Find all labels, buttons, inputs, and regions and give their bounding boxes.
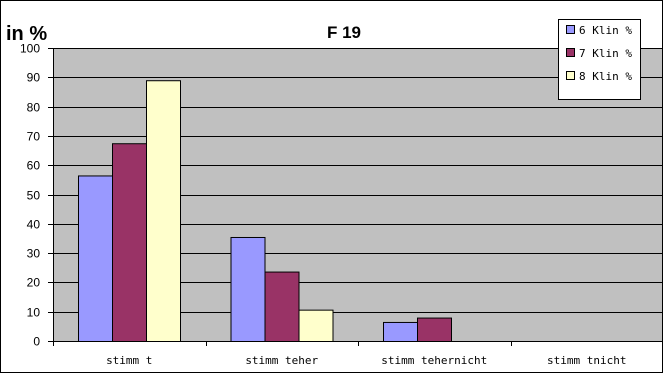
chart-title: F 19 <box>327 23 361 42</box>
bar <box>264 271 300 342</box>
y-tick-label: 0 <box>33 335 40 349</box>
y-tick-label: 10 <box>27 306 41 320</box>
bar <box>78 175 113 342</box>
y-tick-label: 70 <box>27 130 41 144</box>
x-tick-label: stimm teher <box>245 354 318 367</box>
x-tick-label: stimm tnicht <box>547 354 626 367</box>
y-tick-label: 60 <box>27 159 41 173</box>
y-tick-label: 80 <box>27 101 41 115</box>
bar <box>146 80 181 342</box>
bar <box>298 309 334 342</box>
y-tick-label: 20 <box>27 276 41 290</box>
x-tick-label: stimm t <box>106 354 152 367</box>
bar <box>230 236 266 342</box>
bar <box>417 317 452 342</box>
x-tick-label: stimm tehernicht <box>381 354 487 367</box>
axes: 0 10 20 30 40 50 60 70 80 90 100 stimm t stimm teher… <box>20 42 663 367</box>
legend-swatch <box>566 71 575 80</box>
legend: 6 Klin % 7 Klin % 8 Klin % <box>558 19 641 100</box>
y-tick-label: 100 <box>20 42 40 56</box>
y-tick-label: 50 <box>27 189 41 203</box>
unit-label: in % <box>6 23 47 45</box>
y-tick-label: 40 <box>27 218 41 232</box>
bar <box>383 321 418 342</box>
bars <box>78 80 452 342</box>
legend-label: 8 Klin % <box>579 70 632 83</box>
y-tick-label: 90 <box>27 71 41 85</box>
legend-label: 7 Klin % <box>579 47 632 60</box>
legend-swatch <box>566 25 575 34</box>
bar <box>112 143 147 342</box>
legend-label: 6 Klin % <box>579 24 632 37</box>
legend-swatch <box>566 48 575 57</box>
y-tick-label: 30 <box>27 247 41 261</box>
